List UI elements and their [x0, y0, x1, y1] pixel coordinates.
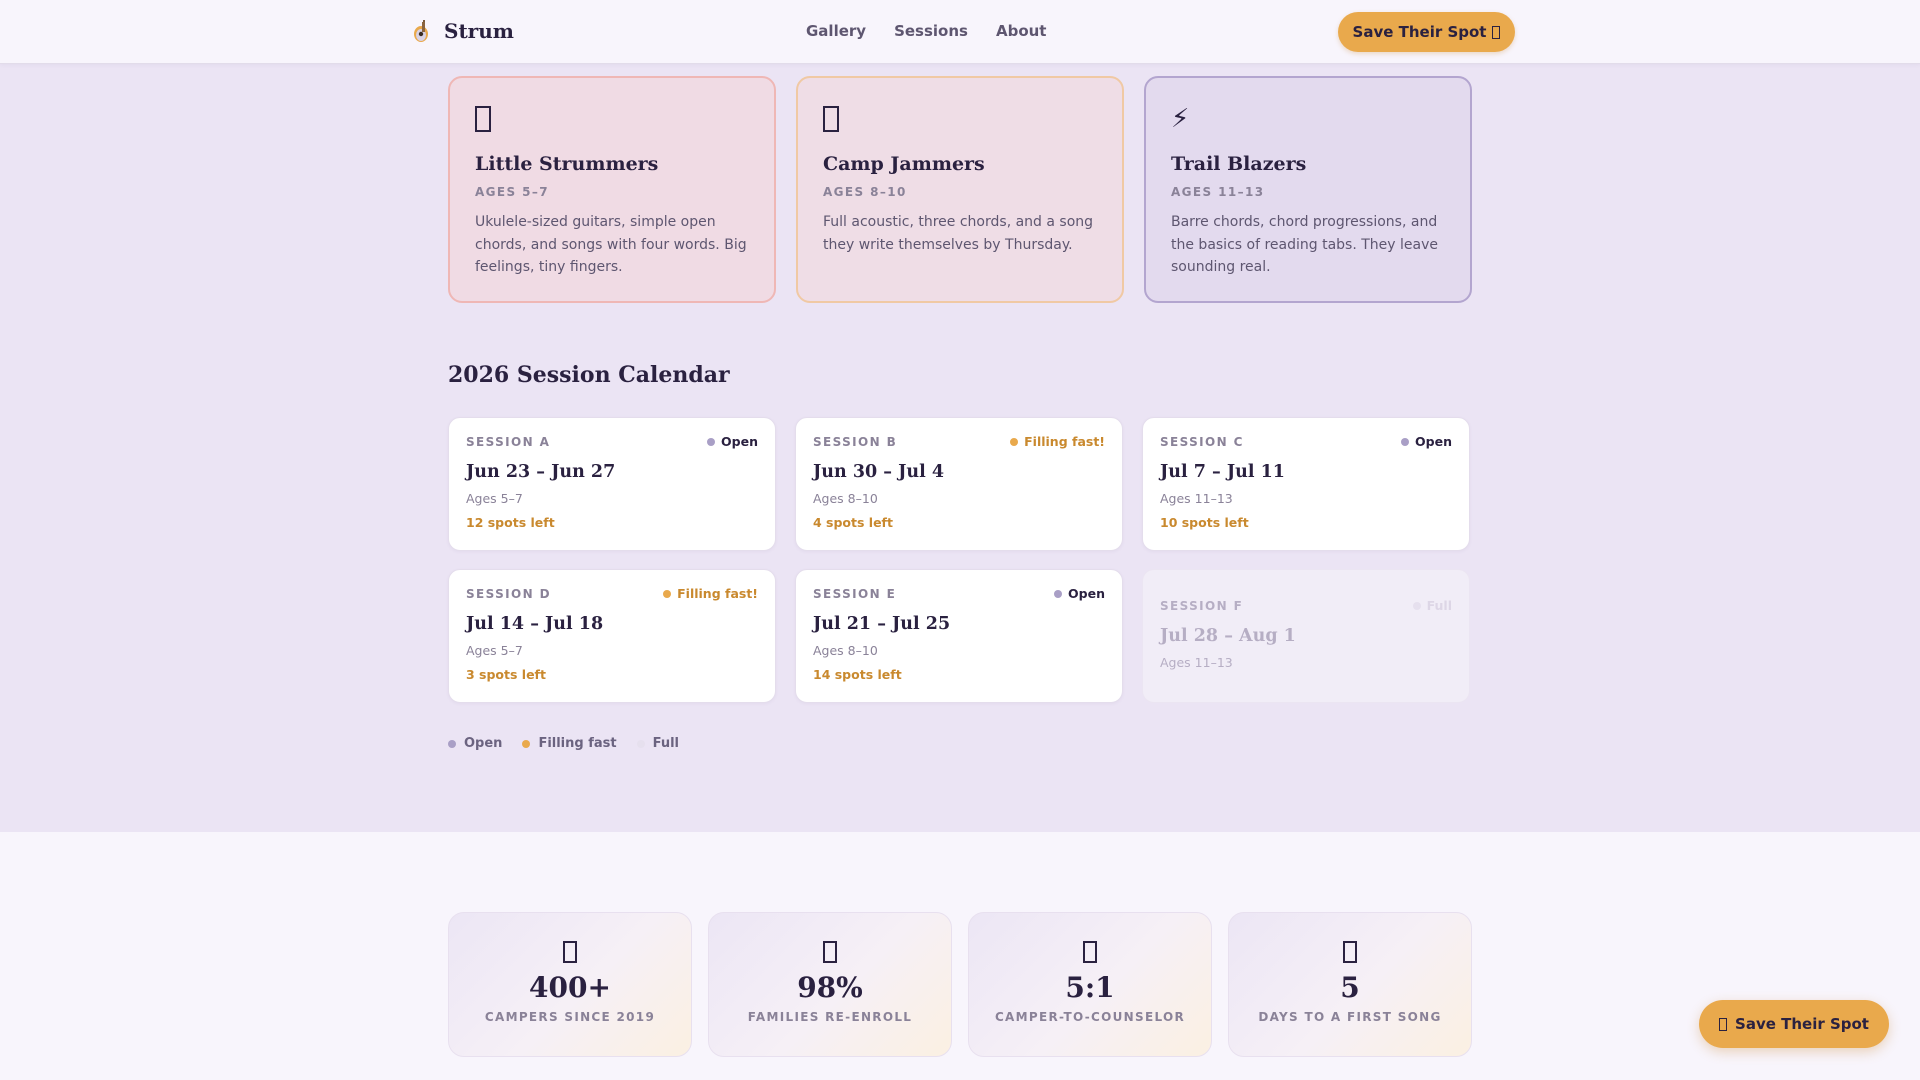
status-dot	[707, 437, 716, 446]
save-spot-button[interactable]: Save Their Spot	[1338, 12, 1515, 52]
brand[interactable]: Strum	[410, 18, 514, 44]
stat-card-reenroll: 98% FAMILIES RE-ENROLL	[708, 912, 952, 1057]
box-icon	[1719, 1017, 1728, 1031]
age-group-cards: Little Strummers AGES 5–7 Ukulele-sized …	[448, 76, 1472, 303]
guitar-icon	[414, 20, 428, 42]
stat-card-first-song: 5 DAYS TO A FIRST SONG	[1228, 912, 1472, 1057]
status-badge: Open	[707, 434, 758, 449]
age-card-trail-blazers[interactable]: ⚡ Trail Blazers AGES 11–13 Barre chords,…	[1144, 76, 1472, 303]
session-dates: Jun 30 – Jul 4	[813, 462, 945, 482]
legend-open: Open	[448, 736, 502, 751]
legend-dot	[522, 739, 531, 748]
session-card-c[interactable]: SESSION C Open Jul 7 – Jul 11 Ages 11–13…	[1142, 417, 1470, 551]
session-card-a[interactable]: SESSION A Open Jun 23 – Jun 27 Ages 5–7 …	[448, 417, 776, 551]
session-card-d[interactable]: SESSION D Filling fast! Jul 14 – Jul 18 …	[448, 569, 776, 703]
status-badge: Open	[1054, 586, 1105, 601]
status-dot	[663, 589, 672, 598]
nav-about[interactable]: About	[995, 22, 1047, 40]
status-badge: Full	[1412, 598, 1452, 613]
nav-sessions[interactable]: Sessions	[894, 22, 968, 40]
session-dates: Jul 21 – Jul 25	[813, 614, 951, 634]
session-spots: 10 spots left	[1160, 515, 1249, 530]
age-card-little-strummers[interactable]: Little Strummers AGES 5–7 Ukulele-sized …	[448, 76, 776, 303]
box-icon	[475, 106, 491, 132]
stats-section	[0, 832, 1920, 1080]
age-card-range: AGES 5–7	[475, 185, 550, 199]
age-card-range: AGES 11–13	[1171, 185, 1265, 199]
stat-label: CAMPERS SINCE 2019	[484, 1010, 656, 1024]
age-card-description: Ukulele-sized guitars, simple open chord…	[475, 214, 747, 275]
session-card-b[interactable]: SESSION B Filling fast! Jun 30 – Jul 4 A…	[795, 417, 1123, 551]
age-card-title: Little Strummers	[475, 153, 659, 175]
age-card-description: Barre chords, chord progressions, and th…	[1171, 214, 1438, 275]
stat-value: 5:1	[1065, 971, 1115, 1004]
status-legend: Open Filling fast Full	[448, 736, 679, 751]
session-dates: Jul 7 – Jul 11	[1160, 462, 1285, 482]
stat-card-ratio: 5:1 CAMPER-TO-COUNSELOR	[968, 912, 1212, 1057]
status-badge: Filling fast!	[663, 586, 758, 601]
stats-row: 400+ CAMPERS SINCE 2019 98% FAMILIES RE-…	[448, 912, 1472, 1057]
session-dates: Jul 28 – Aug 1	[1160, 626, 1296, 646]
session-spots: 3 spots left	[466, 667, 546, 682]
session-dates: Jun 23 – Jun 27	[466, 462, 616, 482]
floating-save-spot-button[interactable]: Save Their Spot	[1699, 1000, 1889, 1048]
stat-card-campers: 400+ CAMPERS SINCE 2019	[448, 912, 692, 1057]
lightning-icon: ⚡	[1171, 104, 1190, 134]
box-icon	[823, 106, 839, 132]
session-ages: Ages 8–10	[813, 491, 878, 506]
main-nav: Gallery Sessions About	[806, 22, 1046, 40]
session-dates: Jul 14 – Jul 18	[466, 614, 604, 634]
stat-label: FAMILIES RE-ENROLL	[747, 1010, 913, 1024]
session-card-f: SESSION F Full Jul 28 – Aug 1 Ages 11–13	[1142, 569, 1470, 703]
age-card-title: Trail Blazers	[1171, 153, 1307, 175]
session-spots: 14 spots left	[813, 667, 902, 682]
box-icon	[823, 941, 837, 963]
brand-name: Strum	[444, 19, 514, 43]
nav-gallery[interactable]: Gallery	[806, 22, 867, 40]
legend-dot	[636, 739, 645, 748]
legend-filling: Filling fast	[522, 736, 617, 751]
box-icon	[1083, 941, 1097, 963]
calendar-title: 2026 Session Calendar	[448, 362, 730, 388]
status-dot	[1401, 437, 1410, 446]
session-ages: Ages 11–13	[1160, 655, 1233, 670]
status-badge: Open	[1401, 434, 1452, 449]
age-card-range: AGES 8–10	[823, 185, 907, 199]
floating-cta-label: Save Their Spot	[1735, 1015, 1869, 1033]
session-ages: Ages 5–7	[466, 491, 523, 506]
stat-value: 5	[1340, 971, 1360, 1004]
save-spot-label: Save Their Spot	[1352, 23, 1487, 41]
box-icon	[1343, 941, 1357, 963]
age-card-title: Camp Jammers	[823, 153, 985, 175]
session-label: SESSION D	[466, 586, 552, 601]
session-label: SESSION C	[1160, 434, 1244, 449]
age-card-camp-jammers[interactable]: Camp Jammers AGES 8–10 Full acoustic, th…	[796, 76, 1124, 303]
age-card-description: Full acoustic, three chords, and a song …	[823, 214, 1094, 253]
session-card-e[interactable]: SESSION E Open Jul 21 – Jul 25 Ages 8–10…	[795, 569, 1123, 703]
stat-value: 400+	[529, 971, 611, 1004]
session-ages: Ages 11–13	[1160, 491, 1233, 506]
status-badge: Filling fast!	[1010, 434, 1105, 449]
legend-dot	[448, 739, 456, 748]
site-header: Strum Gallery Sessions About Save Their …	[0, 0, 1920, 64]
stat-label: DAYS TO A FIRST SONG	[1258, 1010, 1442, 1024]
status-dot	[1412, 601, 1421, 610]
session-ages: Ages 8–10	[813, 643, 878, 658]
session-grid: SESSION A Open Jun 23 – Jun 27 Ages 5–7 …	[448, 417, 1472, 703]
session-spots: 4 spots left	[813, 515, 893, 530]
session-ages: Ages 5–7	[466, 643, 523, 658]
stat-value: 98%	[797, 971, 863, 1004]
box-icon	[563, 941, 577, 963]
session-label: SESSION E	[813, 586, 897, 601]
session-label: SESSION F	[1160, 598, 1244, 613]
status-dot	[1010, 437, 1019, 446]
status-dot	[1054, 589, 1063, 598]
session-label: SESSION B	[813, 434, 898, 449]
session-spots: 12 spots left	[466, 515, 555, 530]
legend-full: Full	[636, 736, 679, 751]
session-label: SESSION A	[466, 434, 551, 449]
stat-label: CAMPER-TO-COUNSELOR	[994, 1010, 1186, 1024]
box-icon	[1492, 25, 1501, 39]
